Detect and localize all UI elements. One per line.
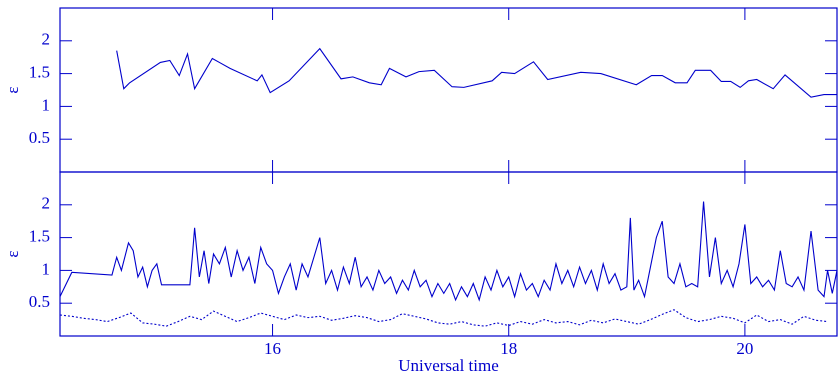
data-line bbox=[59, 309, 828, 327]
y-tick-label: 1.5 bbox=[29, 227, 50, 246]
x-tick-label: 16 bbox=[264, 339, 281, 358]
x-tick-label: 18 bbox=[500, 339, 517, 358]
y-axis-label: ε bbox=[3, 86, 22, 93]
y-tick-label: 1.5 bbox=[29, 63, 50, 82]
y-axis-label: ε bbox=[3, 250, 22, 257]
x-axis-label: Universal time bbox=[398, 356, 499, 375]
panel-frame bbox=[59, 7, 838, 173]
y-tick-label: 1 bbox=[42, 95, 51, 114]
data-line bbox=[59, 201, 838, 302]
panel-frame bbox=[59, 171, 838, 337]
y-tick-label: 1 bbox=[42, 259, 51, 278]
data-line bbox=[116, 47, 837, 98]
y-tick-label: 2 bbox=[42, 30, 51, 49]
y-tick-label: 2 bbox=[42, 194, 51, 213]
y-tick-label: 0.5 bbox=[29, 128, 50, 147]
y-tick-label: 0.5 bbox=[29, 292, 50, 311]
x-tick-label: 20 bbox=[736, 339, 753, 358]
